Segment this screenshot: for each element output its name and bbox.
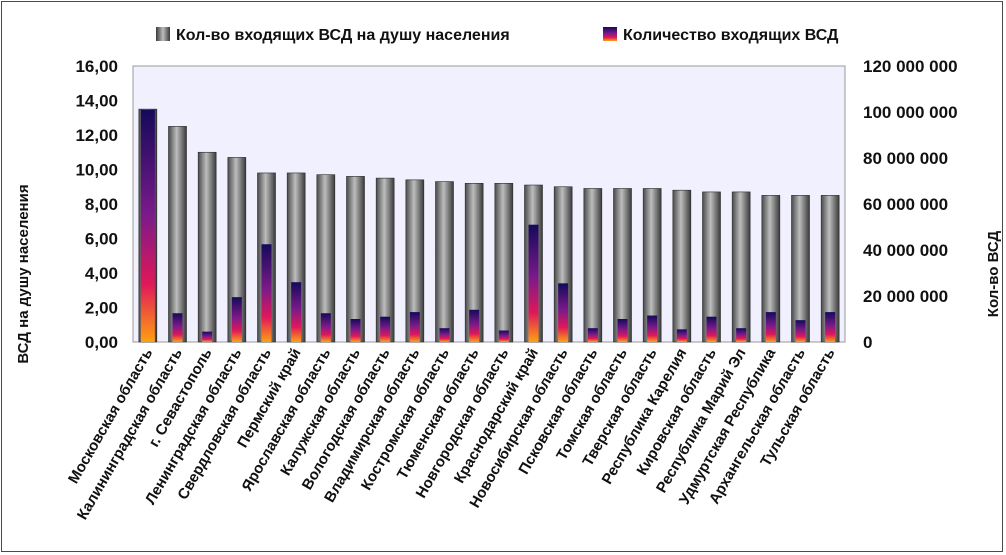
- bar-per-capita: [346, 176, 365, 343]
- legend-swatch-gray: [156, 27, 170, 41]
- legend-label-count: Количество входящих ВСД: [623, 27, 839, 44]
- bar-count: [676, 329, 687, 342]
- legend-swatch-color: [603, 27, 617, 41]
- bar-count: [439, 328, 450, 342]
- bar-count: [320, 313, 331, 342]
- legend-label-per-capita: Кол-во входящих ВСД на душу населения: [176, 27, 510, 44]
- right-axis-title: Кол-во ВСД: [985, 230, 1002, 317]
- bar-per-capita: [168, 126, 187, 343]
- bar-count: [587, 328, 598, 342]
- bar-count: [617, 319, 628, 342]
- bar-per-capita: [435, 181, 454, 343]
- bar-count: [350, 319, 361, 342]
- bar-per-capita: [583, 188, 603, 343]
- bar-count: [647, 315, 658, 342]
- legend: Кол-во входящих ВСД на душу населения Ко…: [156, 27, 839, 44]
- left-tick-label: 0,00: [85, 333, 118, 352]
- bar-count: [202, 331, 213, 342]
- left-tick-label: 4,00: [85, 264, 118, 283]
- left-tick-label: 14,00: [75, 92, 118, 111]
- left-tick-label: 12,00: [75, 126, 118, 145]
- right-tick-label: 20 000 000: [863, 287, 948, 306]
- bar-count: [825, 312, 836, 342]
- bar-per-capita: [613, 188, 632, 343]
- bar-count: [261, 244, 272, 342]
- bar-count: [706, 316, 717, 342]
- left-axis-title: ВСД на душу населения: [15, 184, 32, 363]
- right-tick-label: 100 000 000: [863, 103, 958, 122]
- left-tick-label: 2,00: [85, 299, 118, 318]
- bar-count: [736, 328, 747, 342]
- bar-count: [469, 309, 480, 342]
- bar-count: [795, 320, 806, 342]
- bar-per-capita: [494, 183, 514, 343]
- bar-count: [380, 316, 391, 342]
- bar-count: [765, 312, 776, 342]
- right-tick-label: 120 000 000: [863, 57, 958, 76]
- bar-per-capita: [672, 189, 692, 343]
- right-tick-label: 80 000 000: [863, 149, 948, 168]
- right-tick-label: 0: [863, 333, 872, 352]
- right-tick-label: 40 000 000: [863, 241, 948, 260]
- bar-count: [409, 312, 420, 342]
- bar-per-capita: [731, 191, 751, 343]
- right-tick-label: 60 000 000: [863, 195, 948, 214]
- left-tick-label: 10,00: [75, 161, 118, 180]
- bar-count: [498, 330, 509, 342]
- bar-per-capita: [197, 151, 217, 343]
- bar-count: [528, 224, 539, 342]
- bar-per-capita: [791, 195, 810, 343]
- plot-area: [132, 65, 846, 343]
- bar-count: [231, 297, 242, 342]
- bar-count: [172, 313, 183, 342]
- bar-count: [140, 109, 155, 342]
- left-tick-label: 16,00: [75, 57, 118, 76]
- left-tick-label: 6,00: [85, 230, 118, 249]
- bar-count: [558, 283, 569, 342]
- bar-count: [291, 282, 302, 342]
- left-tick-label: 8,00: [85, 195, 118, 214]
